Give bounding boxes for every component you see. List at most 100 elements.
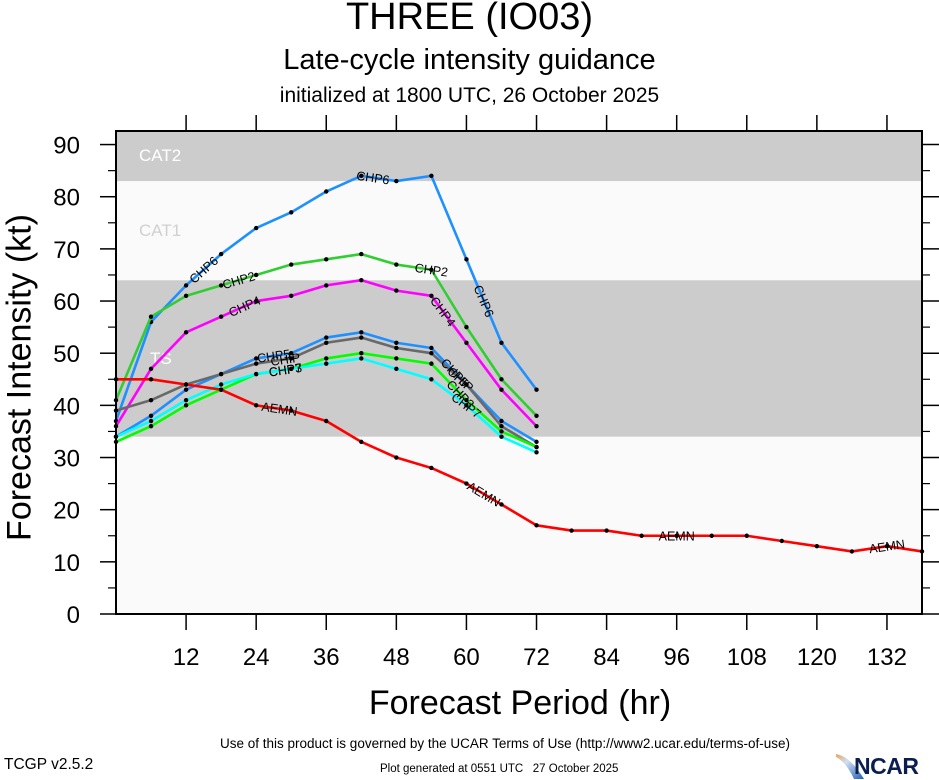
point-chp2-48	[394, 262, 399, 267]
y-tick-label-10: 10	[53, 550, 80, 577]
point-aemn-66	[499, 502, 504, 507]
point-aemn-30	[289, 408, 294, 413]
y-tick-label-90: 90	[53, 133, 80, 160]
ncar-logo-text: NCAR	[854, 753, 919, 779]
point-chp4-30	[289, 293, 294, 299]
point-chp4-6	[148, 366, 154, 372]
point-chip-18	[218, 371, 224, 377]
point-aemn-96	[674, 533, 679, 538]
x-axis-ticks: 12 24 36 48 60 72 84 96 108 120 132	[173, 115, 907, 671]
point-chp7-48	[394, 366, 399, 372]
point-chip-24	[253, 361, 259, 366]
y-tick-label-0: 0	[67, 602, 80, 629]
init-time: initialized at 1800 UTC, 26 October 2025	[279, 84, 660, 107]
intensity-bands	[116, 131, 922, 614]
curve-label-chp7: CHP7	[268, 361, 303, 380]
y-axis-ticks: 0 10 20 30 40 50 60 70 80 90	[53, 133, 939, 629]
point-chp7-54	[429, 377, 434, 382]
point-chp2-36	[324, 257, 329, 262]
point-aemn-126	[849, 549, 855, 554]
point-chp5-30	[289, 351, 294, 356]
point-chp4-60	[464, 340, 469, 345]
band-cat1	[116, 181, 922, 281]
plot-generated-time: Plot generated at 0551 UTC 27 October 20…	[380, 763, 619, 775]
point-chp6-12	[183, 283, 189, 288]
curve-label-chip: CHIP	[270, 351, 302, 369]
point-chp7-66	[499, 434, 504, 439]
curve-label-text: CHP5	[256, 347, 291, 366]
point-chp7-6	[148, 418, 154, 424]
y-tick-label-40: 40	[53, 393, 80, 420]
point-chp4-48	[394, 288, 399, 293]
point-aemn-60	[464, 481, 469, 486]
point-aemn-48	[394, 455, 399, 460]
series-chp4	[113, 277, 539, 429]
x-tick-label-12: 12	[173, 644, 200, 671]
point-chip-42	[359, 335, 364, 340]
point-chp2-66	[499, 377, 504, 382]
point-chp4-24	[253, 298, 259, 304]
point-chp2-54	[429, 267, 434, 272]
point-chip-48	[394, 345, 399, 351]
point-aemn-132	[884, 543, 890, 549]
series-lines	[113, 173, 925, 554]
point-chp5-42	[359, 330, 364, 335]
curve-label-aemn: AEMN	[868, 537, 906, 556]
point-aemn-84	[604, 528, 609, 533]
point-aemn-18	[218, 387, 224, 392]
band-ts	[116, 280, 922, 437]
terms-of-use-notice: Use of this product is governed by the U…	[220, 736, 790, 751]
y-tick-label-50: 50	[53, 341, 80, 368]
point-aemn-24	[253, 403, 259, 408]
point-chp3-54	[429, 361, 434, 366]
point-aemn-42	[359, 439, 364, 445]
point-chip-60	[464, 382, 469, 387]
point-chp5-36	[324, 335, 329, 340]
x-tick-label-72: 72	[523, 644, 550, 671]
point-chp6-42	[359, 173, 364, 179]
point-chp7-60	[464, 403, 469, 408]
point-aemn-36	[324, 418, 329, 424]
point-chp5-66	[499, 418, 504, 424]
curve-label-text: AEMN	[659, 529, 695, 543]
point-chp5-6	[148, 413, 154, 418]
band-cat2	[116, 131, 922, 182]
x-tick-label-108: 108	[727, 644, 767, 671]
point-aemn-114	[779, 538, 785, 544]
line-aemn	[116, 377, 923, 553]
point-chp3-48	[394, 356, 399, 361]
point-chp2-60	[464, 324, 469, 330]
x-tick-label-36: 36	[313, 644, 340, 671]
curve-label-chp5: CHP5	[256, 347, 291, 366]
point-chp5-72	[534, 439, 539, 445]
point-aemn-108	[744, 533, 749, 538]
point-chp3-66	[499, 429, 504, 434]
chart-subtitle: Late-cycle intensity guidance	[283, 44, 656, 76]
point-aemn-54	[429, 465, 434, 471]
x-tick-label-24: 24	[243, 644, 270, 671]
y-tick-label-80: 80	[53, 185, 80, 212]
point-chp2-18	[218, 283, 224, 288]
point-chp5-54	[429, 345, 434, 351]
point-aemn-12	[183, 382, 189, 387]
point-aemn-72	[534, 523, 539, 528]
curve-label-text: AEMN	[261, 400, 299, 419]
point-chp4-36	[324, 283, 329, 288]
point-chp4-72	[534, 424, 539, 429]
plot-frame	[115, 130, 923, 615]
y-axis-label: Forecast Intensity (kt)	[0, 214, 39, 541]
point-chp4-18	[218, 314, 224, 319]
curve-label-text: CHP2	[414, 261, 449, 280]
point-chp2-24	[253, 272, 259, 278]
curve-label-text: CHP7	[268, 361, 303, 380]
point-chp7-72	[534, 450, 539, 455]
point-chip-30	[289, 356, 294, 361]
point-chp2-72	[534, 413, 539, 418]
x-tick-label-84: 84	[593, 644, 620, 671]
curve-label-text: CHIP	[270, 351, 302, 369]
point-chp3-72	[534, 444, 539, 450]
point-chp5-12	[183, 387, 189, 392]
point-chp4-12	[183, 330, 189, 335]
chart-title: THREE (IO03)	[345, 0, 594, 38]
